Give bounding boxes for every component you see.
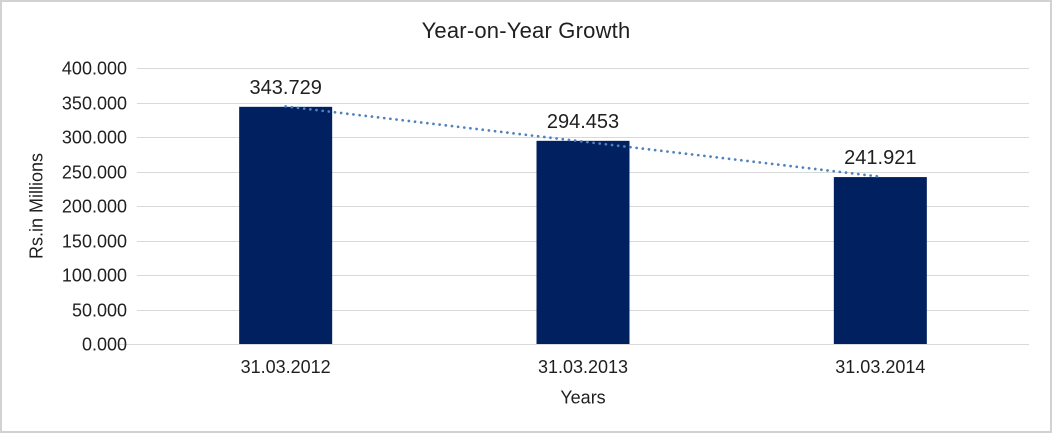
y-axis-title: Rs.in Millions (26, 152, 47, 260)
y-tick-label: 400.000 (62, 59, 127, 79)
chart-title: Year-on-Year Growth (421, 18, 631, 43)
x-axis-title: Years (560, 387, 606, 408)
y-tick-label: 100.000 (62, 266, 127, 286)
data-label: 241.921 (844, 147, 916, 169)
y-tick-label: 350.000 (62, 94, 127, 114)
bar-31.03.2012[interactable] (239, 106, 333, 344)
x-category-label: 31.03.2013 (538, 357, 628, 377)
y-tick-label: 250.000 (62, 163, 127, 183)
y-tick-label: 50.000 (72, 301, 127, 321)
y-tick-label: 300.000 (62, 128, 127, 148)
data-label: 343.729 (250, 77, 322, 99)
bar-31.03.2013[interactable] (536, 140, 630, 344)
y-tick-label: 150.000 (62, 232, 127, 252)
x-category-label: 31.03.2014 (835, 357, 925, 377)
y-tick-label: 0.000 (82, 335, 127, 355)
trendline[interactable] (284, 105, 882, 179)
x-category-label: 31.03.2012 (241, 357, 331, 377)
data-label: 294.453 (547, 111, 619, 133)
y-tick-label: 200.000 (62, 197, 127, 217)
bar-31.03.2014[interactable] (833, 177, 927, 344)
